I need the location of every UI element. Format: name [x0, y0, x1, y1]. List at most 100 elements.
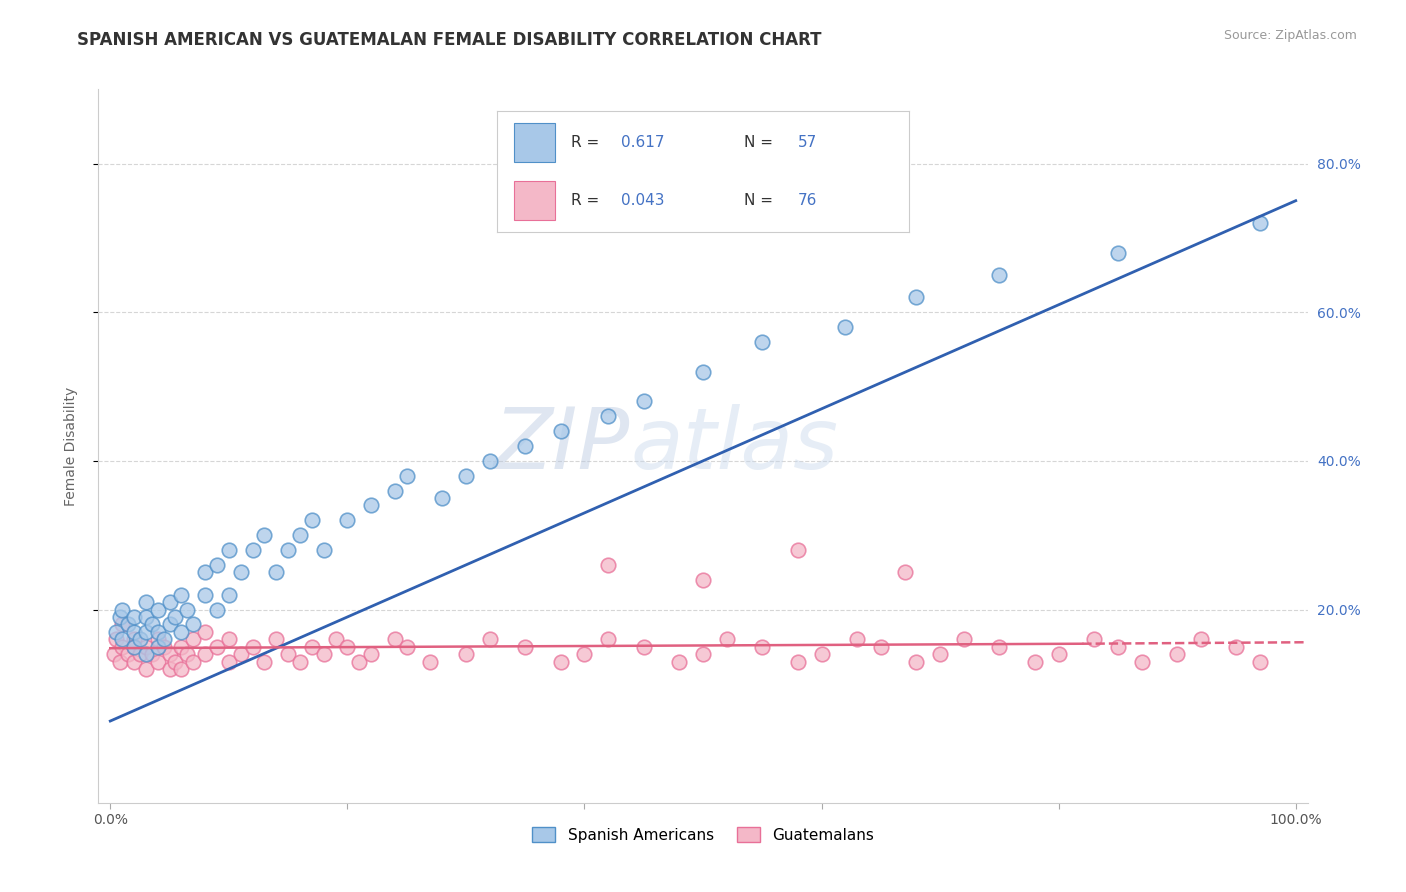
- Point: [1166, 647, 1188, 661]
- Point: [301, 640, 323, 654]
- Point: [515, 640, 537, 654]
- Point: [325, 632, 347, 647]
- Point: [395, 640, 418, 654]
- Point: [146, 632, 169, 647]
- Point: [515, 439, 537, 453]
- Point: [574, 647, 596, 661]
- Point: [141, 647, 163, 661]
- Point: [288, 528, 311, 542]
- Point: [159, 617, 181, 632]
- Point: [360, 647, 382, 661]
- Point: [751, 640, 773, 654]
- Point: [129, 632, 152, 647]
- Point: [716, 632, 738, 647]
- Point: [111, 617, 134, 632]
- Point: [170, 624, 193, 639]
- Point: [288, 655, 311, 669]
- Point: [550, 424, 572, 438]
- Point: [165, 655, 187, 669]
- Point: [692, 647, 714, 661]
- Point: [786, 655, 808, 669]
- Point: [1249, 216, 1271, 230]
- Point: [122, 632, 145, 647]
- Point: [692, 365, 714, 379]
- Point: [229, 647, 252, 661]
- Point: [181, 655, 204, 669]
- Point: [1107, 640, 1129, 654]
- Point: [111, 640, 134, 654]
- Point: [205, 640, 228, 654]
- Point: [893, 566, 915, 580]
- Point: [170, 662, 193, 676]
- Point: [1249, 655, 1271, 669]
- Point: [253, 655, 276, 669]
- Point: [194, 647, 217, 661]
- Point: [122, 610, 145, 624]
- Point: [111, 602, 134, 616]
- Point: [988, 640, 1011, 654]
- Point: [1189, 632, 1212, 647]
- Point: [633, 394, 655, 409]
- Point: [152, 632, 174, 647]
- Point: [159, 595, 181, 609]
- Point: [952, 632, 974, 647]
- Point: [360, 499, 382, 513]
- Point: [598, 409, 620, 424]
- Point: [1047, 647, 1070, 661]
- Point: [550, 655, 572, 669]
- Point: [105, 632, 128, 647]
- Point: [135, 647, 157, 661]
- Text: atlas: atlas: [630, 404, 838, 488]
- Point: [159, 662, 181, 676]
- Point: [181, 632, 204, 647]
- Text: SPANISH AMERICAN VS GUATEMALAN FEMALE DISABILITY CORRELATION CHART: SPANISH AMERICAN VS GUATEMALAN FEMALE DI…: [77, 31, 823, 49]
- Point: [111, 632, 134, 647]
- Point: [170, 588, 193, 602]
- Point: [135, 662, 157, 676]
- Point: [122, 624, 145, 639]
- Point: [478, 454, 501, 468]
- Point: [129, 647, 152, 661]
- Point: [432, 491, 454, 505]
- Point: [122, 640, 145, 654]
- Point: [810, 647, 832, 661]
- Point: [135, 640, 157, 654]
- Point: [146, 624, 169, 639]
- Point: [1083, 632, 1105, 647]
- Point: [384, 632, 406, 647]
- Point: [117, 647, 139, 661]
- Point: [692, 573, 714, 587]
- Point: [786, 543, 808, 558]
- Point: [176, 602, 198, 616]
- Point: [159, 647, 181, 661]
- Point: [229, 566, 252, 580]
- Point: [1024, 655, 1046, 669]
- Point: [103, 647, 125, 661]
- Point: [988, 268, 1011, 282]
- Point: [205, 558, 228, 572]
- Y-axis label: Female Disability: Female Disability: [63, 386, 77, 506]
- Point: [105, 624, 128, 639]
- Point: [598, 632, 620, 647]
- Point: [242, 640, 264, 654]
- Point: [152, 640, 174, 654]
- Point: [1225, 640, 1247, 654]
- Point: [277, 647, 299, 661]
- Point: [146, 602, 169, 616]
- Point: [264, 632, 287, 647]
- Point: [122, 655, 145, 669]
- Point: [146, 655, 169, 669]
- Point: [478, 632, 501, 647]
- Point: [1130, 655, 1153, 669]
- Point: [454, 468, 477, 483]
- Point: [205, 602, 228, 616]
- Point: [336, 640, 359, 654]
- Point: [301, 513, 323, 527]
- Point: [135, 610, 157, 624]
- Legend: Spanish Americans, Guatemalans: Spanish Americans, Guatemalans: [526, 821, 880, 848]
- Point: [194, 566, 217, 580]
- Point: [194, 588, 217, 602]
- Point: [633, 640, 655, 654]
- Point: [135, 624, 157, 639]
- Point: [108, 610, 131, 624]
